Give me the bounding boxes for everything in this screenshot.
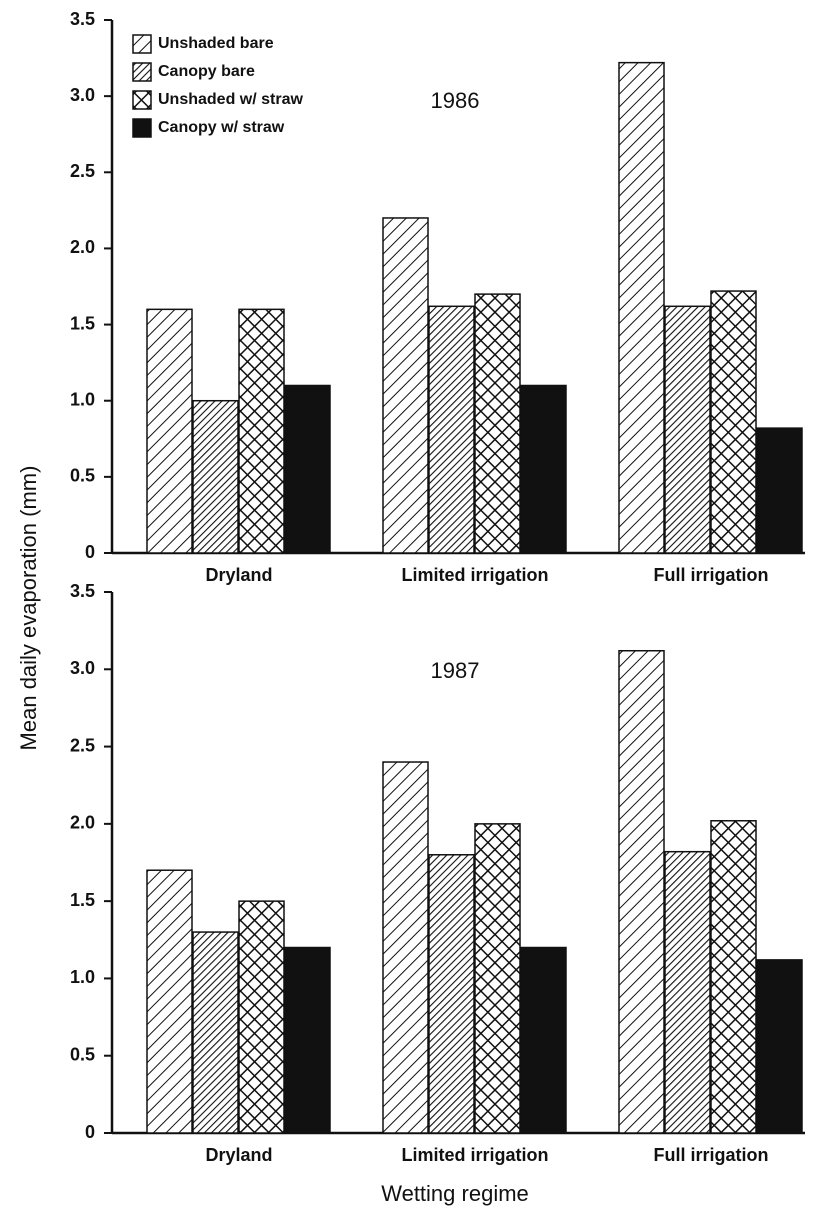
y-tick-label: 3.0	[70, 85, 95, 105]
bar	[146, 869, 193, 1134]
y-tick-label: 0	[85, 542, 95, 562]
bar	[664, 305, 711, 554]
bar	[618, 649, 665, 1134]
y-tick-label: 0.5	[70, 1044, 95, 1064]
bar	[238, 308, 285, 554]
bar	[618, 61, 665, 554]
annotation: 1986	[431, 88, 480, 113]
legend-label: Unshaded w/ straw	[158, 91, 303, 108]
bar	[238, 900, 285, 1134]
y-axis-label: Mean daily evaporation (mm)	[16, 466, 41, 751]
x-axis-label: Wetting regime	[381, 1181, 529, 1206]
y-tick-label: 1.5	[70, 313, 95, 333]
y-tick-label: 3.5	[70, 9, 95, 29]
x-tick-label: Limited irrigation	[401, 565, 548, 585]
y-tick-label: 0.5	[70, 466, 95, 486]
x-tick-label: Dryland	[205, 1145, 272, 1165]
legend-label: Canopy w/ straw	[158, 119, 285, 136]
bar	[474, 823, 521, 1134]
legend-swatch	[132, 118, 152, 138]
y-tick-label: 3.0	[70, 658, 95, 678]
bar	[428, 854, 475, 1134]
bar	[756, 959, 803, 1134]
x-tick-label: Full irrigation	[654, 565, 769, 585]
bar	[664, 850, 711, 1134]
x-tick-label: Dryland	[205, 565, 272, 585]
annotation: 1987	[431, 658, 480, 683]
bar	[382, 761, 429, 1134]
bar	[474, 293, 521, 554]
legend-label: Canopy bare	[158, 63, 255, 80]
bar	[756, 427, 803, 554]
y-tick-label: 2.0	[70, 813, 95, 833]
bar	[146, 308, 193, 554]
x-tick-label: Limited irrigation	[401, 1145, 548, 1165]
bar	[192, 931, 239, 1134]
y-tick-label: 1.5	[70, 890, 95, 910]
y-tick-label: 2.5	[70, 735, 95, 755]
y-tick-label: 1.0	[70, 967, 95, 987]
bar	[284, 384, 331, 554]
y-tick-label: 0	[85, 1122, 95, 1142]
x-tick-label: Full irrigation	[654, 1145, 769, 1165]
bar	[710, 290, 757, 554]
legend-swatch	[132, 90, 152, 110]
bar	[520, 384, 567, 554]
bar	[382, 217, 429, 554]
bar	[428, 305, 475, 554]
bar	[192, 399, 239, 554]
legend-swatch	[132, 62, 152, 82]
bar	[284, 946, 331, 1134]
legend-label: Unshaded bare	[158, 35, 274, 52]
legend-swatch	[132, 34, 152, 54]
bar	[520, 946, 567, 1134]
y-tick-label: 2.0	[70, 237, 95, 257]
bar	[710, 820, 757, 1134]
y-tick-label: 3.5	[70, 581, 95, 601]
y-tick-label: 1.0	[70, 389, 95, 409]
y-tick-label: 2.5	[70, 161, 95, 181]
